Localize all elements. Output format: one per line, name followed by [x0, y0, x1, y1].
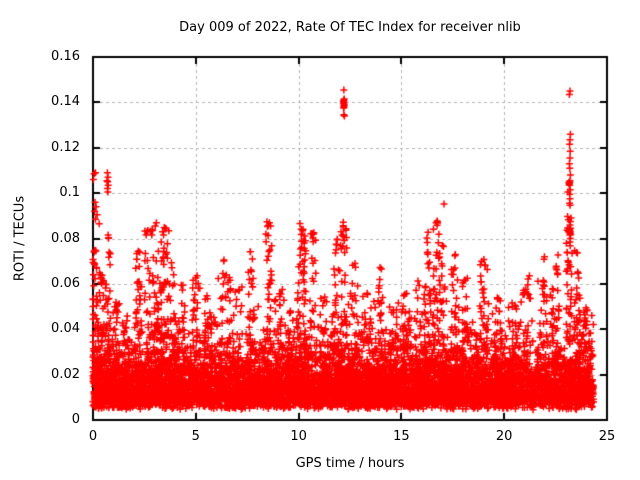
x-tick-label: 15 [393, 429, 410, 444]
y-tick-label: 0.16 [51, 49, 80, 64]
x-axis-label: GPS time / hours [295, 456, 405, 471]
x-tick-label: 10 [290, 429, 307, 444]
x-tick-label: 20 [495, 429, 513, 444]
y-tick-label: 0.14 [51, 94, 80, 110]
x-tick-label: 25 [598, 429, 616, 444]
y-tick-label: 0.04 [51, 321, 80, 337]
chart-title: Day 009 of 2022, Rate Of TEC Index for r… [179, 20, 521, 35]
y-tick-label: 0.06 [51, 275, 80, 291]
x-tick-label: 0 [88, 429, 98, 444]
x-tick-label: 5 [191, 429, 200, 444]
y-tick-label: 0.12 [51, 139, 80, 155]
y-tick-label: 0.08 [51, 230, 80, 246]
y-tick-label: 0 [71, 412, 80, 427]
y-tick-label: 0.1 [59, 185, 80, 201]
y-tick-label: 0.02 [51, 366, 80, 382]
